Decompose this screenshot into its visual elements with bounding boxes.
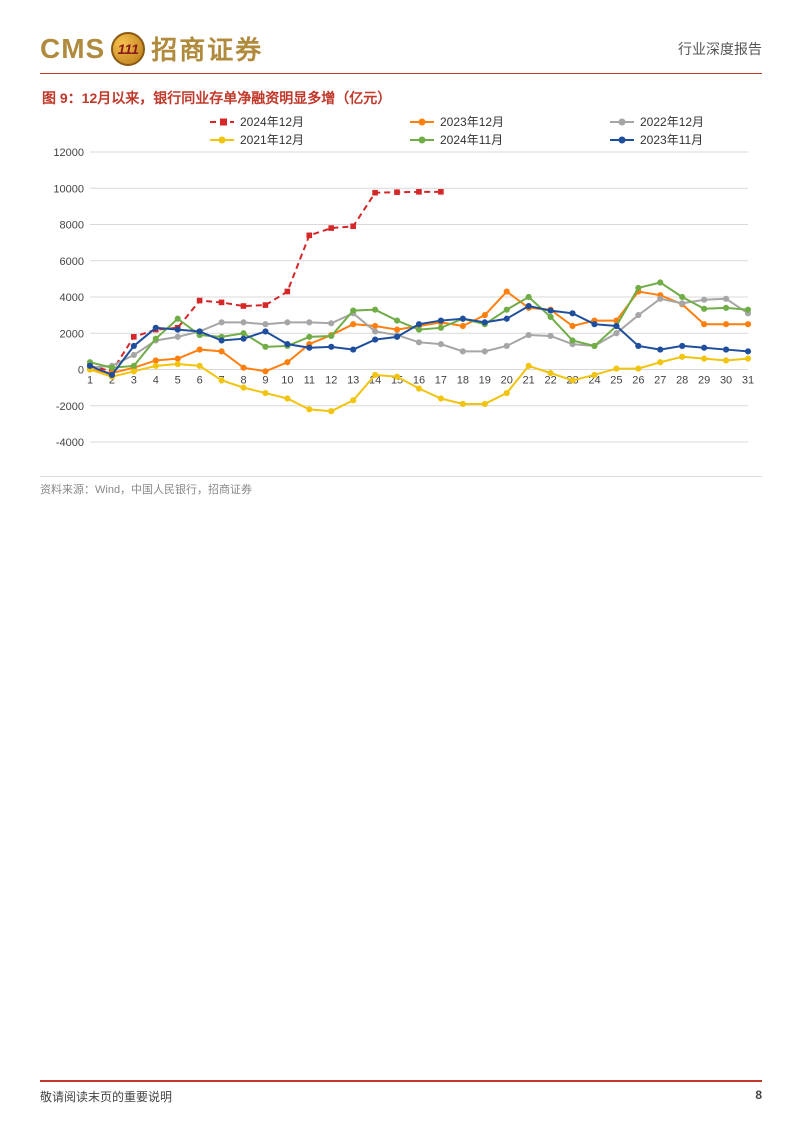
svg-text:26: 26 [632,375,644,387]
svg-text:16: 16 [413,375,425,387]
svg-text:18: 18 [457,375,469,387]
document-type-label: 行业深度报告 [678,39,762,59]
svg-text:30: 30 [720,375,732,387]
svg-text:22: 22 [544,375,556,387]
logo-cms-text: CMS [40,33,105,65]
figure-title: 图 9：12月以来，银行同业存单净融资明显多增（亿元） [40,88,762,108]
chart-container: -4000 -2000 0 2000 4000 6000 8000 10000 12000 12 3… [40,112,760,472]
svg-text:2021年12月: 2021年12月 [240,133,304,147]
svg-text:13: 13 [347,375,359,387]
svg-text:-2000: -2000 [56,401,84,413]
footer-note: 敬请阅读末页的重要说明 [40,1088,172,1105]
svg-text:4: 4 [153,375,159,387]
svg-text:4000: 4000 [60,292,84,304]
line-chart: -4000 -2000 0 2000 4000 6000 8000 10000 12000 12 3… [40,112,760,472]
logo-cn-text: 招商证券 [151,30,263,67]
page-number: 8 [755,1088,762,1105]
svg-text:19: 19 [479,375,491,387]
svg-text:12: 12 [325,375,337,387]
svg-text:6000: 6000 [60,256,84,268]
svg-text:17: 17 [435,375,447,387]
svg-text:27: 27 [654,375,666,387]
svg-text:12000: 12000 [53,147,84,159]
svg-text:2023年11月: 2023年11月 [640,133,703,147]
svg-text:5: 5 [175,375,181,387]
svg-text:20: 20 [501,375,513,387]
svg-text:3: 3 [131,375,137,387]
svg-text:6: 6 [197,375,203,387]
svg-text:28: 28 [676,375,688,387]
svg-text:-4000: -4000 [56,437,84,449]
svg-text:2024年11月: 2024年11月 [440,133,503,147]
figure-source: 资料来源：Wind，中国人民银行，招商证券 [40,476,762,497]
page-footer: 敬请阅读末页的重要说明 8 [40,1080,762,1105]
svg-text:10: 10 [281,375,293,387]
svg-text:2000: 2000 [60,328,84,340]
svg-text:9: 9 [262,375,268,387]
svg-text:11: 11 [304,375,315,387]
logo-block: CMS 111 招商证券 [40,30,263,67]
svg-text:8000: 8000 [60,220,84,232]
svg-text:25: 25 [610,375,622,387]
svg-text:2023年12月: 2023年12月 [440,115,504,129]
svg-text:1: 1 [87,375,93,387]
svg-text:10000: 10000 [53,183,84,195]
logo-coin-icon: 111 [111,32,145,66]
svg-text:2024年12月: 2024年12月 [240,115,304,129]
svg-text:29: 29 [698,375,710,387]
svg-text:21: 21 [523,375,535,387]
svg-text:0: 0 [78,365,84,377]
page-header: CMS 111 招商证券 行业深度报告 [40,30,762,74]
svg-text:2022年12月: 2022年12月 [640,115,704,129]
svg-text:31: 31 [742,375,754,387]
